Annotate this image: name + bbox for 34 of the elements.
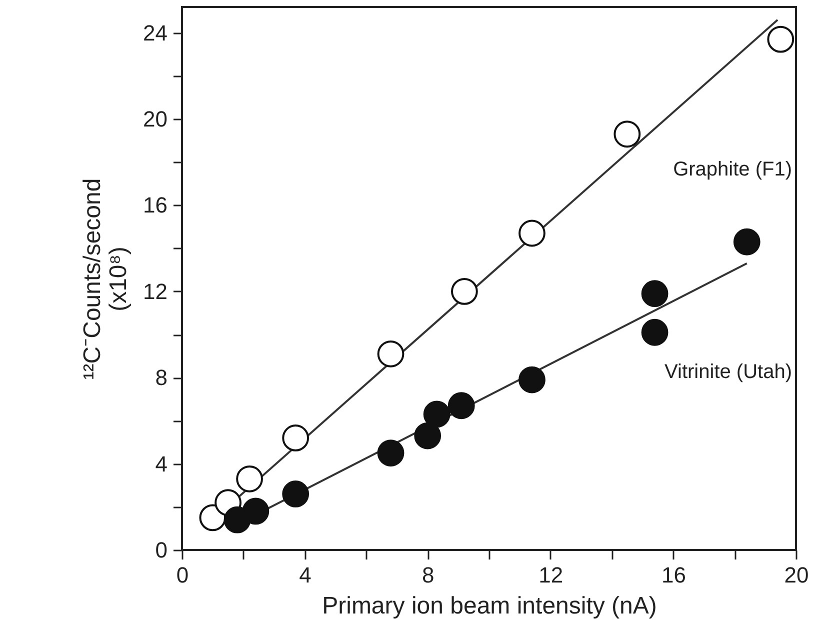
point [767,26,794,53]
point [450,278,478,305]
x-tick-label: 0 [176,562,189,588]
y-tick-label: 0 [155,538,168,562]
x-tick-label: 12 [538,562,564,588]
point [377,340,404,368]
point [518,220,546,247]
y-tick-label: 20 [143,106,168,132]
point [377,440,404,466]
x-tick-label: 20 [784,562,809,588]
point [414,422,442,450]
point [423,400,450,428]
series-label: Vitrinite (Utah) [664,360,792,383]
x-axis-title: Primary ion beam intensity (nA) [322,592,657,620]
y-tick-label: 4 [155,451,168,476]
y-tick-label: 12 [143,278,168,304]
series-label: Graphite (F1) [673,158,792,180]
point [242,498,270,525]
x-tick-label: 16 [661,562,686,588]
point [448,392,475,420]
point [733,228,760,256]
point [641,318,668,346]
point [641,280,668,308]
point [518,366,546,394]
y-tick-label: 16 [143,192,168,218]
point [236,465,263,492]
y-tick-label: 8 [155,365,168,390]
x-tick-label: 4 [299,562,312,588]
point [614,120,641,148]
point [282,480,310,508]
point [282,424,310,452]
y-tick-label: 24 [143,20,168,46]
x-tick-label: 8 [422,562,434,588]
y-axis-title: ¹²C⁻Counts/second (x10⁸) [79,178,132,380]
